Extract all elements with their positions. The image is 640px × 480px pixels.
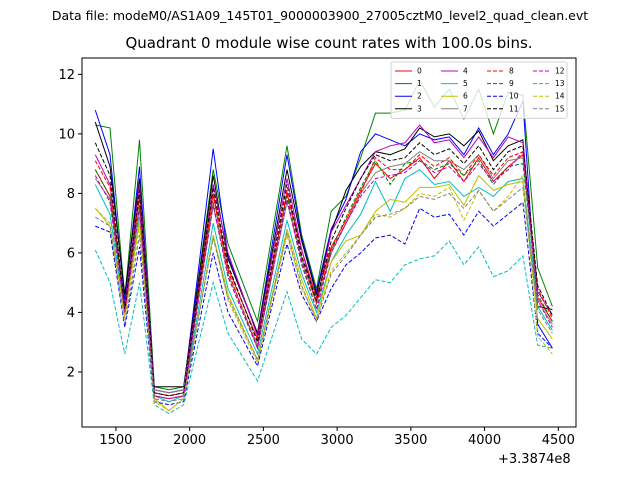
x-tick-label-3500: 3500 bbox=[394, 433, 427, 448]
y-tick-label-2: 2 bbox=[67, 365, 75, 380]
series-line-1 bbox=[95, 79, 553, 391]
legend-label-10: 10 bbox=[509, 92, 519, 101]
y-tick-label-8: 8 bbox=[67, 187, 75, 202]
y-tick-label-10: 10 bbox=[58, 127, 75, 142]
legend-label-5: 5 bbox=[463, 79, 468, 88]
legend-label-8: 8 bbox=[509, 67, 514, 76]
legend-label-12: 12 bbox=[555, 67, 565, 76]
series-line-5 bbox=[94, 168, 553, 403]
legend-label-1: 1 bbox=[417, 79, 422, 88]
chart-title: Quadrant 0 module wise count rates with … bbox=[125, 34, 533, 52]
y-tick-label-6: 6 bbox=[67, 246, 75, 261]
legend-label-9: 9 bbox=[509, 79, 514, 88]
x-axis-offset-label: +3.3874e8 bbox=[498, 452, 571, 467]
series-line-15 bbox=[95, 186, 553, 403]
plot-frame bbox=[81, 57, 577, 428]
series-line-8 bbox=[94, 150, 553, 400]
x-tick-label-4500: 4500 bbox=[542, 433, 575, 448]
legend-label-14: 14 bbox=[555, 92, 565, 101]
legend-label-11: 11 bbox=[509, 104, 519, 113]
x-tick-label-4000: 4000 bbox=[468, 433, 501, 448]
legend-label-7: 7 bbox=[463, 104, 468, 113]
series-line-10 bbox=[95, 201, 553, 406]
legend-label-0: 0 bbox=[417, 67, 422, 76]
x-tick-label-3000: 3000 bbox=[321, 433, 354, 448]
legend-label-3: 3 bbox=[417, 104, 422, 113]
series-line-6 bbox=[94, 174, 553, 412]
legend-label-2: 2 bbox=[417, 92, 422, 101]
series-line-11 bbox=[94, 142, 553, 397]
x-tick-label-1500: 1500 bbox=[99, 433, 132, 448]
x-tick-label-2000: 2000 bbox=[173, 433, 206, 448]
series-line-3 bbox=[94, 121, 553, 388]
x-tick-label-2500: 2500 bbox=[247, 433, 280, 448]
series-line-14 bbox=[94, 174, 553, 412]
legend-label-6: 6 bbox=[463, 92, 468, 101]
legend-label-13: 13 bbox=[555, 79, 565, 88]
data-file-suptitle: Data file: modeM0/AS1A09_145T01_90000039… bbox=[51, 8, 589, 23]
legend-box bbox=[390, 61, 568, 119]
series-line-0 bbox=[94, 153, 553, 397]
legend-label-4: 4 bbox=[463, 67, 468, 76]
legend-label-15: 15 bbox=[555, 104, 565, 113]
series-line-13 bbox=[94, 240, 553, 415]
y-tick-label-12: 12 bbox=[58, 68, 75, 83]
y-tick-label-4: 4 bbox=[67, 306, 75, 321]
series-line-12 bbox=[94, 150, 553, 400]
